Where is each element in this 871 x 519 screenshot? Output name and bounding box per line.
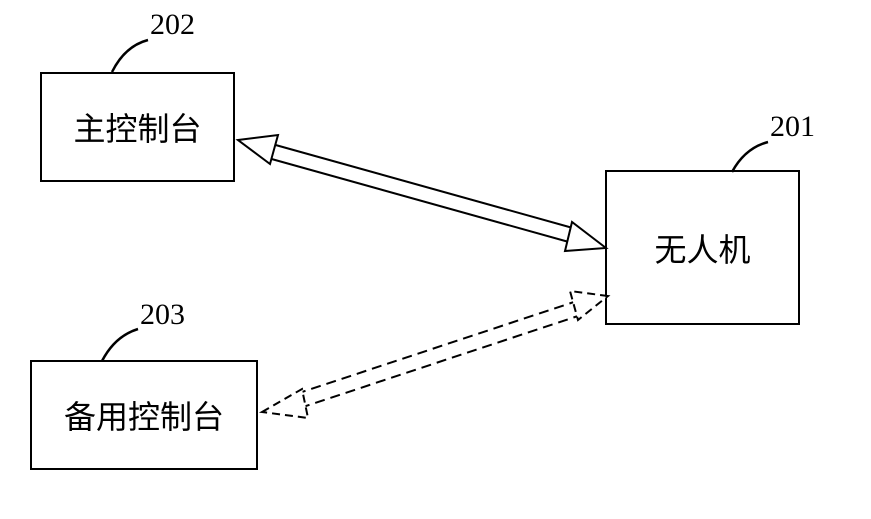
node-backup-console-label: 备用控制台 [64, 392, 224, 438]
node-main-console: 主控制台 [40, 72, 235, 182]
node-drone: 无人机 [605, 170, 800, 325]
edge-main-to-drone [238, 135, 606, 251]
callout-drone: 201 [770, 110, 815, 144]
callout-backup-console: 203 [140, 298, 185, 332]
edge-backup-to-drone [262, 291, 608, 418]
node-backup-console: 备用控制台 [30, 360, 258, 470]
node-main-console-label: 主控制台 [73, 104, 201, 150]
callout-tick-main-console [110, 36, 155, 76]
node-drone-label: 无人机 [654, 225, 750, 271]
callout-main-console: 202 [150, 8, 195, 42]
callout-tick-backup-console [100, 326, 145, 364]
